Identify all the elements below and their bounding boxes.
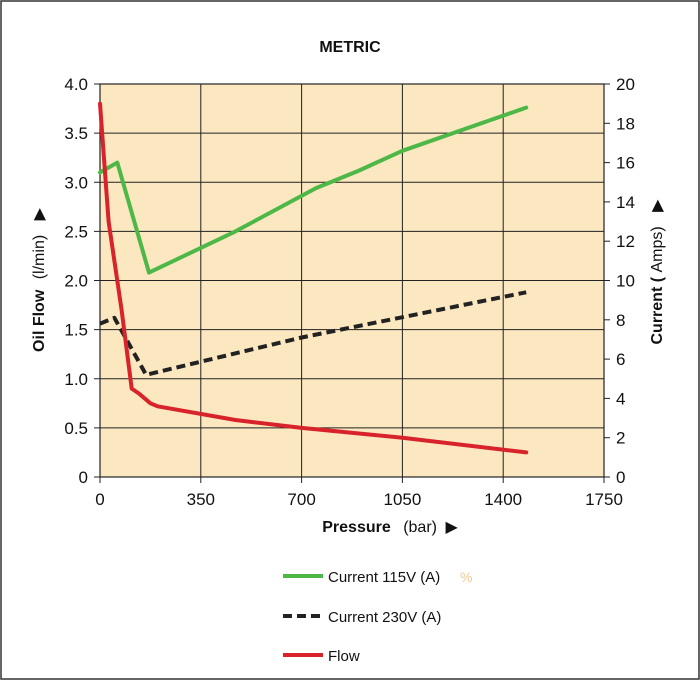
y-right-axis-arrow: ▶ [649, 199, 666, 212]
x-tick-label: 1050 [383, 490, 421, 509]
tick-labels: 0 0.5 1.0 1.5 2.0 2.5 3.0 3.5 4.0 0 350 700 1050 1400… [64, 75, 635, 509]
x-axis-label-unit: (bar) [403, 519, 437, 536]
y-left-axis-label-unit: (l/min) [31, 235, 48, 279]
y-left-axis-label: Oil Flow (l/min) ▶ [31, 207, 48, 352]
y-left-tick-label: 0 [79, 468, 88, 487]
y-left-axis-arrow: ▶ [31, 207, 48, 220]
x-tick-label: 0 [95, 490, 104, 509]
series-line-current-115v-a [98, 105, 529, 275]
y-left-axis-label-bold: Oil Flow [31, 289, 48, 352]
y-right-tick-label: 0 [616, 468, 625, 487]
legend-stray-mark: % [460, 569, 472, 585]
y-left-tick-label: 0.5 [64, 419, 88, 438]
y-right-tick-label: 14 [616, 193, 635, 212]
x-tick-label: 1400 [484, 490, 522, 509]
y-right-tick-label: 16 [616, 154, 635, 173]
y-left-tick-label: 1.0 [64, 370, 88, 389]
legend: Current 115V (A) % Current 230V (A) Flow [283, 569, 472, 665]
x-axis-label-bold: Pressure [322, 519, 391, 536]
legend-label-current-115v: Current 115V (A) [328, 569, 440, 586]
y-left-tick-label: 2.0 [64, 272, 88, 291]
y-right-tick-label: 8 [616, 311, 625, 330]
chart-title: METRIC [319, 39, 381, 56]
legend-label-flow: Flow [328, 648, 360, 665]
x-axis-label: Pressure (bar) ▶ [322, 519, 458, 536]
y-left-tick-label: 3.5 [64, 124, 88, 143]
x-axis-arrow: ▶ [445, 519, 458, 536]
y-right-axis-label-unit: Amps) [649, 226, 666, 272]
y-left-tick-label: 4.0 [64, 75, 88, 94]
y-right-tick-label: 2 [616, 429, 625, 448]
legend-item-current-115v: Current 115V (A) % [283, 569, 472, 586]
y-right-tick-label: 12 [616, 232, 635, 251]
legend-label-current-230v: Current 230V (A) [328, 609, 441, 626]
y-left-tick-label: 2.5 [64, 222, 88, 241]
y-right-tick-label: 20 [616, 75, 635, 94]
legend-item-current-230v: Current 230V (A) [283, 609, 441, 626]
y-right-tick-label: 4 [616, 389, 625, 408]
y-right-tick-label: 18 [616, 114, 635, 133]
y-right-tick-label: 10 [616, 272, 635, 291]
y-left-tick-label: 3.0 [64, 173, 88, 192]
y-right-axis-label-bold: Current ( [649, 276, 666, 344]
legend-item-flow: Flow [283, 648, 360, 665]
y-right-axis-label: Current ( Amps) ▶ [649, 199, 666, 345]
y-left-tick-label: 1.5 [64, 321, 88, 340]
series-line-flow [98, 101, 529, 455]
x-tick-label: 1750 [585, 490, 623, 509]
x-tick-label: 350 [187, 490, 215, 509]
x-tick-label: 700 [287, 490, 315, 509]
series-lines [98, 101, 529, 455]
y-right-tick-label: 6 [616, 350, 625, 369]
